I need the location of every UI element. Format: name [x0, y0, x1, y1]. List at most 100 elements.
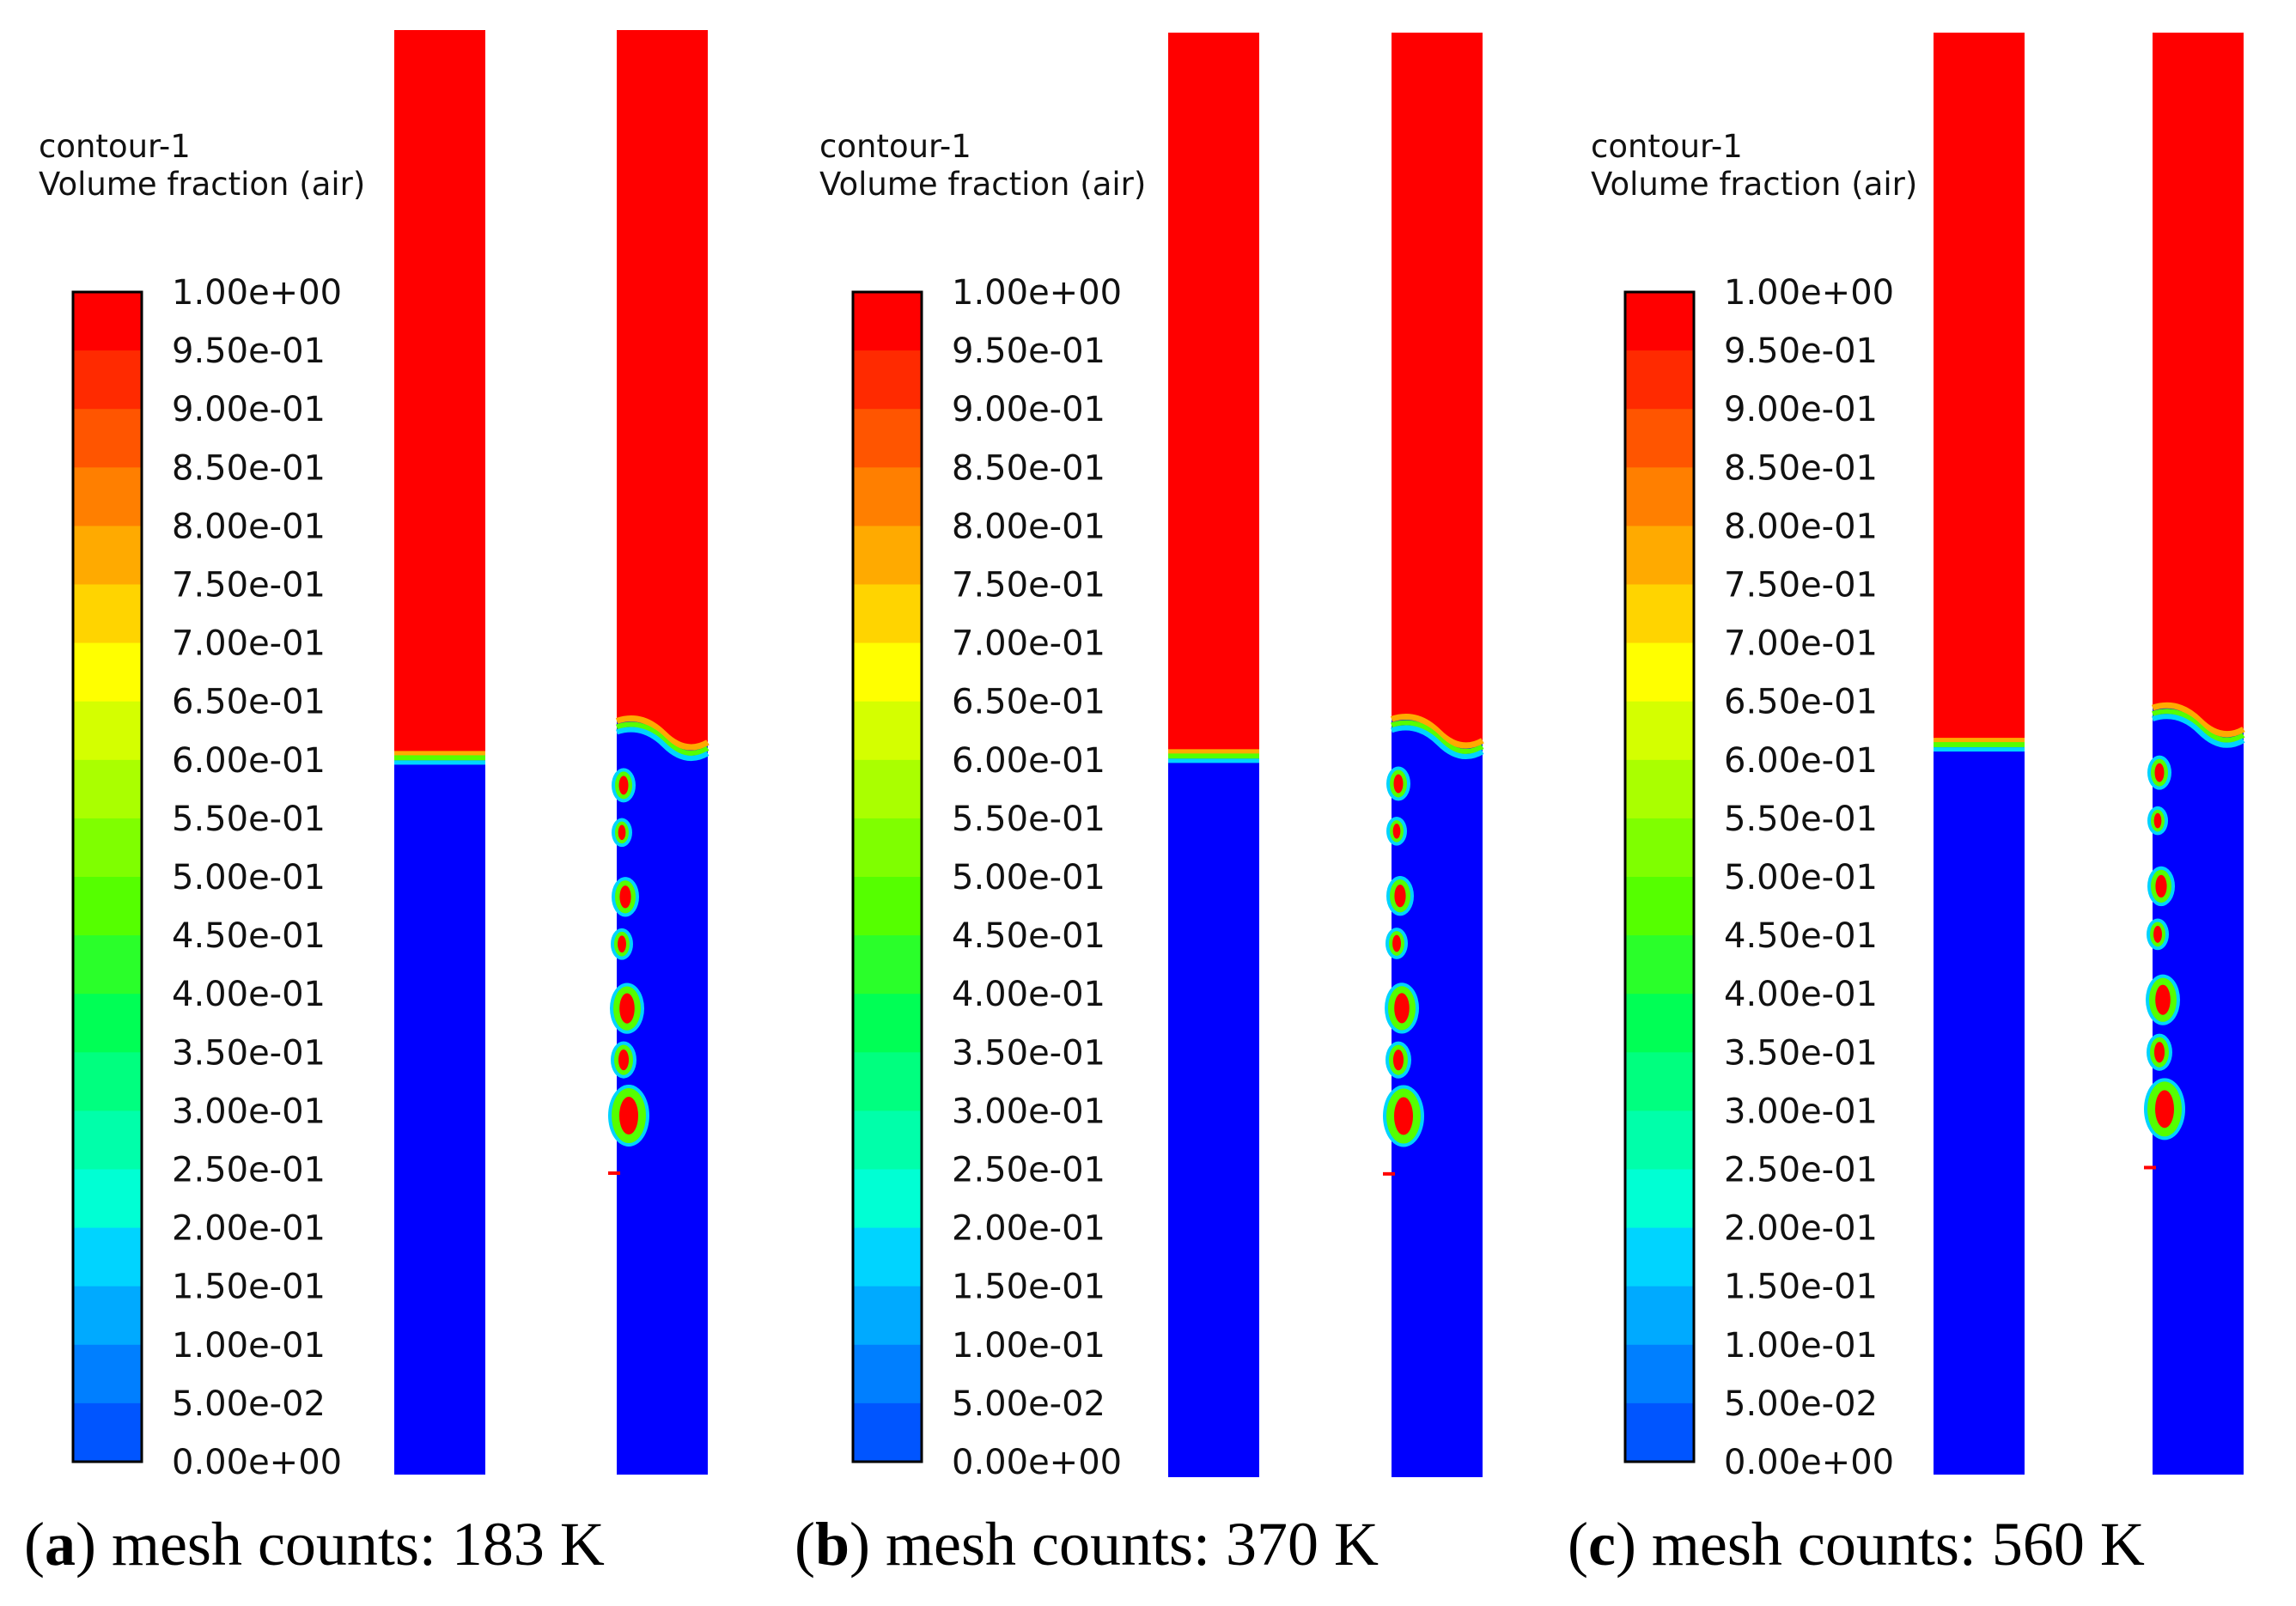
interface-band	[394, 751, 485, 757]
colorbar-segment	[1625, 409, 1694, 468]
colorbar-tick-label: 1.00e+00	[1724, 273, 1894, 313]
colorbar-tick-label: 1.50e-01	[952, 1268, 1105, 1307]
colorbar-segment	[853, 818, 922, 878]
legend-subtitle: Volume fraction (air)	[819, 166, 1146, 203]
colorbar-tick-label: 8.00e-01	[1724, 507, 1878, 546]
colorbar-tick-label: 9.00e-01	[952, 390, 1105, 429]
water-region	[1168, 757, 1259, 1477]
bubble	[2155, 1090, 2174, 1128]
bubble	[619, 993, 635, 1024]
bubble	[2153, 925, 2162, 943]
colorbar-segment	[1625, 350, 1694, 410]
colorbar-tick-label: 5.50e-01	[1724, 800, 1878, 839]
colorbar-segment	[853, 584, 922, 644]
bubble	[2153, 812, 2162, 829]
colorbar-tick-label: 4.50e-01	[952, 916, 1105, 956]
colorbar-segment	[853, 350, 922, 410]
colorbar-tick-label: 1.00e-01	[172, 1326, 326, 1366]
colorbar-tick-label: 6.50e-01	[952, 683, 1105, 722]
colorbar: 1.00e+00 9.50e-01 9.00e-01 8.50e-01 8.00e-01…	[71, 273, 342, 1482]
colorbar-tick-label: 8.00e-01	[172, 507, 326, 546]
colorbar-segment	[853, 1052, 922, 1111]
air-region	[617, 30, 708, 748]
colorbar-segment	[1625, 584, 1694, 644]
colorbar-segment	[73, 350, 142, 410]
colorbar-segment	[853, 701, 922, 761]
bubble	[2155, 984, 2171, 1015]
interface-band	[1390, 714, 1484, 749]
bubble	[1394, 1097, 1413, 1135]
interface-band	[616, 727, 710, 762]
colorbar-segment	[853, 994, 922, 1053]
colorbar-tick-label: 6.00e-01	[952, 741, 1105, 781]
interface-band	[2152, 714, 2245, 748]
colorbar-tick-label: 4.00e-01	[172, 975, 326, 1014]
caption: (c) mesh counts: 560 K	[1568, 1510, 2145, 1579]
colorbar-tick-label: 8.50e-01	[172, 448, 326, 488]
colorbar-tick-label: 1.00e-01	[1724, 1326, 1878, 1366]
legend-subtitle: Volume fraction (air)	[39, 166, 365, 203]
bubble	[1392, 934, 1401, 952]
inlet-marker	[2144, 1165, 2156, 1170]
caption-text: ) mesh counts: 370 K	[850, 1510, 1379, 1579]
colorbar-segment	[853, 759, 922, 819]
colorbar-segment	[1625, 292, 1694, 351]
air-region	[1392, 33, 1483, 745]
interface-band	[1391, 720, 1484, 754]
colorbar-segment	[1625, 1110, 1694, 1171]
colorbar-tick-label: 7.00e-01	[952, 624, 1105, 664]
colorbar-tick-label: 7.50e-01	[172, 566, 326, 605]
caption-letter: c	[1588, 1510, 1616, 1579]
caption: (b) mesh counts: 370 K	[795, 1510, 1379, 1579]
colorbar-tick-label: 3.00e-01	[172, 1092, 326, 1131]
colorbar-tick-label: 9.50e-01	[952, 332, 1105, 371]
air-region	[1934, 33, 2025, 747]
colorbar-tick-label: 6.50e-01	[172, 683, 326, 722]
interface-band	[2152, 709, 2245, 743]
colorbar-frame	[851, 290, 923, 1463]
colorbar-segment	[73, 877, 142, 936]
column-left	[394, 30, 485, 1475]
caption-letter: b	[815, 1510, 850, 1579]
legend-title: contour-1	[39, 128, 191, 165]
column-right	[1383, 33, 1484, 1477]
caption-text: ) mesh counts: 183 K	[76, 1510, 605, 1579]
legend-title: contour-1	[1591, 128, 1743, 165]
colorbar-tick-label: 6.00e-01	[1724, 741, 1878, 781]
interface-band	[2151, 702, 2245, 738]
colorbar-segment	[853, 877, 922, 936]
colorbar-tick-label: 4.50e-01	[1724, 916, 1878, 956]
column-right	[2144, 33, 2245, 1475]
colorbar-segment	[1625, 759, 1694, 819]
colorbar-tick-label: 8.00e-01	[952, 507, 1105, 546]
interface-band	[394, 760, 485, 765]
colorbar-tick-label: 4.50e-01	[172, 916, 326, 956]
colorbar-segment	[1625, 642, 1694, 703]
bubble	[1392, 1049, 1404, 1071]
colorbar-segment	[853, 1169, 922, 1229]
interface-band	[1168, 758, 1259, 763]
colorbar-segment	[853, 935, 922, 995]
colorbar-segment	[1625, 818, 1694, 878]
colorbar-tick-label: 6.00e-01	[172, 741, 326, 781]
colorbar-segment	[1625, 1052, 1694, 1111]
inlet-marker	[608, 1171, 620, 1175]
bubble	[2155, 874, 2167, 898]
colorbar-segment	[73, 642, 142, 703]
interface-band	[1168, 753, 1259, 759]
colorbar-tick-label: 3.00e-01	[1724, 1092, 1878, 1131]
colorbar-segment	[73, 1227, 142, 1287]
colorbar-segment	[1625, 1344, 1694, 1404]
colorbar-tick-label: 9.00e-01	[172, 390, 326, 429]
colorbar-segment	[73, 994, 142, 1053]
colorbar-segment	[853, 292, 922, 351]
bubble	[2153, 1042, 2165, 1063]
legend-subtitle: Volume fraction (air)	[1591, 166, 1917, 203]
colorbar-tick-label: 5.00e-01	[172, 858, 326, 897]
colorbar-tick-label: 5.50e-01	[952, 800, 1105, 839]
caption-text: ) mesh counts: 560 K	[1616, 1510, 2145, 1579]
colorbar-segment	[73, 818, 142, 878]
colorbar-tick-label: 3.50e-01	[172, 1033, 326, 1073]
interface-band	[616, 721, 710, 757]
